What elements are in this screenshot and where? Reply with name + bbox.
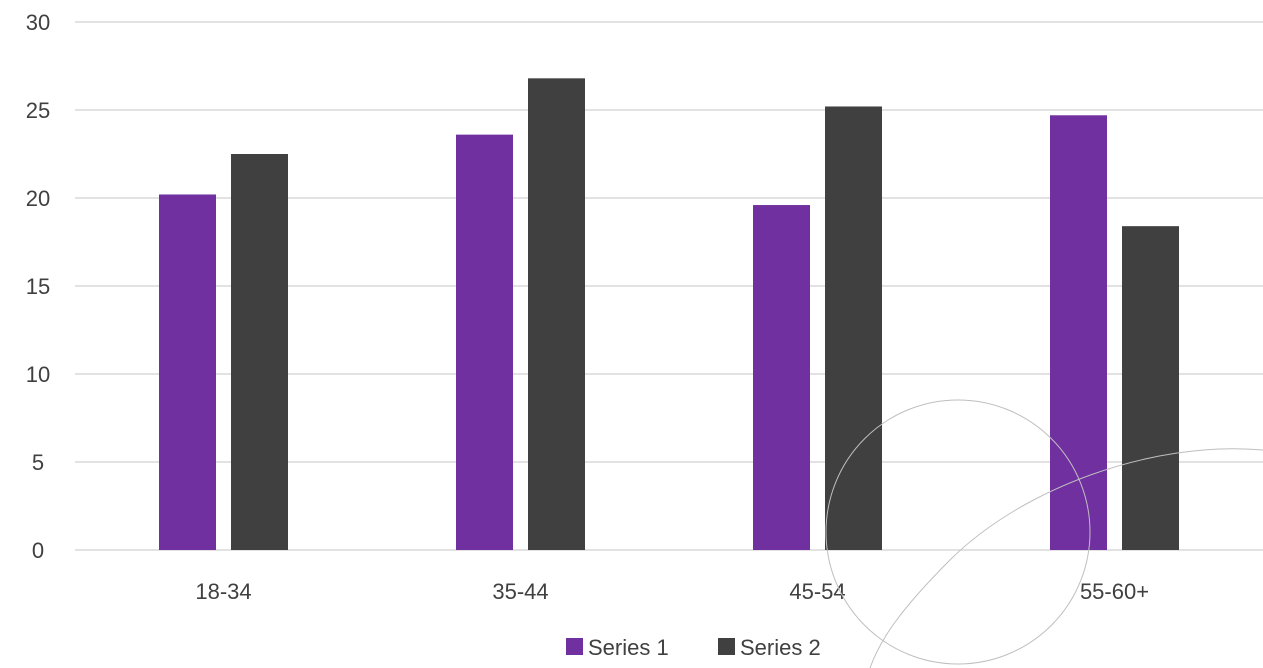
- x-tick-label: 55-60+: [1080, 579, 1149, 604]
- y-tick-label: 10: [26, 362, 50, 387]
- y-tick-label: 25: [26, 98, 50, 123]
- legend-label-series-2: Series 2: [740, 635, 821, 660]
- y-tick-label: 15: [26, 274, 50, 299]
- decorative-arc: [869, 448, 1263, 668]
- legend-swatch-series-1: [566, 638, 583, 655]
- bar-series-1-35-44: [456, 134, 513, 550]
- x-axis-ticks: 18-34 35-44 45-54 55-60+: [195, 579, 1149, 604]
- bar-series-1-18-34: [159, 194, 216, 551]
- bar-series-1-45-54: [753, 205, 810, 551]
- decorative-circle: [825, 399, 1091, 665]
- x-tick-label: 35-44: [492, 579, 548, 604]
- y-tick-label: 20: [26, 186, 50, 211]
- legend: Series 1 Series 2: [566, 635, 821, 660]
- legend-label-series-1: Series 1: [588, 635, 669, 660]
- bar-series-2-55-60+: [1122, 226, 1179, 550]
- bar-series-2-18-34: [231, 154, 288, 550]
- bars: [159, 78, 1179, 551]
- decorative-circles: [825, 399, 1263, 668]
- y-tick-label: 30: [26, 10, 50, 35]
- y-tick-label: 0: [32, 538, 44, 563]
- bar-series-2-35-44: [528, 78, 585, 550]
- x-tick-label: 45-54: [789, 579, 845, 604]
- x-tick-label: 18-34: [195, 579, 251, 604]
- bar-series-2-45-54: [825, 106, 882, 550]
- y-axis-ticks: 0 5 10 15 20 25 30: [26, 10, 50, 563]
- legend-swatch-series-2: [718, 638, 735, 655]
- bar-series-1-55-60+: [1050, 115, 1107, 550]
- y-tick-label: 5: [32, 450, 44, 475]
